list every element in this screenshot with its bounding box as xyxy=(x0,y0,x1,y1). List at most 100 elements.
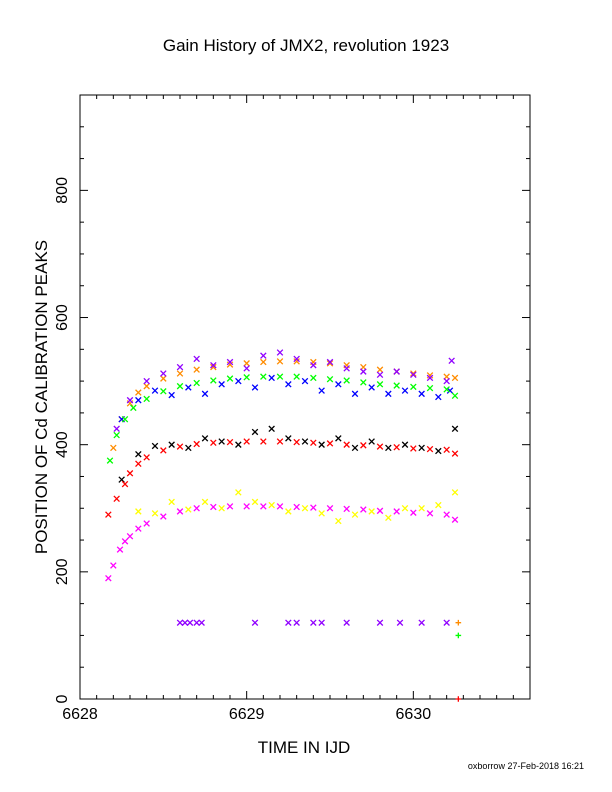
data-point xyxy=(376,366,384,373)
data-point xyxy=(418,390,425,398)
series-group xyxy=(455,632,462,639)
data-point xyxy=(343,505,350,513)
data-point xyxy=(301,438,309,445)
data-point xyxy=(293,438,300,446)
data-point xyxy=(455,696,462,702)
data-point xyxy=(318,441,325,448)
data-point xyxy=(335,435,342,442)
data-point xyxy=(443,377,450,385)
data-point xyxy=(251,428,259,436)
data-point xyxy=(426,384,434,392)
data-point xyxy=(243,374,250,381)
data-point xyxy=(393,382,400,389)
data-point xyxy=(410,383,417,391)
series-group xyxy=(455,619,462,626)
data-point xyxy=(198,619,205,626)
data-point xyxy=(260,438,267,445)
data-point xyxy=(201,435,209,442)
data-point xyxy=(113,495,120,502)
data-point xyxy=(451,450,459,457)
data-point xyxy=(310,374,317,382)
y-tick-label: 0 xyxy=(54,694,71,703)
data-point xyxy=(455,619,462,626)
data-point xyxy=(410,509,417,516)
data-point xyxy=(443,511,450,518)
data-point xyxy=(276,503,284,510)
data-point xyxy=(251,384,259,391)
data-point xyxy=(110,444,117,452)
data-point xyxy=(376,619,384,626)
data-point xyxy=(268,374,275,382)
data-point xyxy=(376,443,384,450)
data-point xyxy=(426,374,434,382)
data-point xyxy=(218,505,225,512)
data-point xyxy=(393,508,400,515)
data-point xyxy=(276,373,284,380)
data-point xyxy=(160,388,167,395)
data-point xyxy=(426,510,434,517)
data-point xyxy=(301,505,309,512)
data-point xyxy=(260,373,267,380)
data-point xyxy=(121,415,129,423)
data-point xyxy=(105,574,112,582)
data-point xyxy=(368,438,375,445)
data-point xyxy=(335,517,342,525)
data-point xyxy=(143,520,150,527)
data-point xyxy=(130,404,137,412)
data-point xyxy=(435,393,442,401)
data-point xyxy=(418,619,425,626)
data-point xyxy=(326,358,334,366)
data-point xyxy=(243,365,250,372)
data-point xyxy=(235,377,242,385)
data-point xyxy=(251,498,259,506)
data-point xyxy=(385,390,392,398)
data-point xyxy=(360,368,367,375)
data-point xyxy=(285,619,292,626)
data-point xyxy=(181,619,189,626)
data-point xyxy=(226,361,234,368)
data-point xyxy=(451,374,459,382)
data-point xyxy=(193,355,200,363)
data-point xyxy=(368,508,375,515)
data-point xyxy=(451,489,459,496)
data-point xyxy=(210,377,217,384)
data-point xyxy=(451,392,459,399)
data-point xyxy=(176,382,184,390)
data-point xyxy=(393,368,400,375)
data-point xyxy=(210,439,217,447)
data-point xyxy=(401,387,409,394)
data-point xyxy=(193,619,200,626)
data-point xyxy=(201,498,209,506)
data-point xyxy=(168,498,175,506)
data-point xyxy=(168,441,175,448)
data-point xyxy=(210,503,217,511)
data-point xyxy=(118,476,125,483)
data-point xyxy=(168,391,175,399)
data-point xyxy=(293,503,300,511)
data-point xyxy=(176,619,184,626)
data-point xyxy=(435,501,442,509)
data-point xyxy=(176,443,184,450)
data-point xyxy=(318,387,325,394)
data-point xyxy=(376,381,384,388)
data-point xyxy=(293,358,300,365)
data-point xyxy=(326,360,334,367)
data-point xyxy=(121,538,129,545)
data-point xyxy=(448,357,455,365)
footer-credit: oxborrow 27-Feb-2018 16:21 xyxy=(467,761,584,771)
data-point xyxy=(285,435,292,442)
data-point xyxy=(151,510,159,517)
data-point xyxy=(135,508,142,515)
data-point xyxy=(426,372,434,379)
data-point xyxy=(126,396,134,404)
y-tick-label: 800 xyxy=(54,177,71,204)
data-point xyxy=(218,438,225,445)
data-point xyxy=(185,444,192,452)
data-point xyxy=(343,377,350,384)
data-point xyxy=(185,384,192,391)
x-tick-label: 6628 xyxy=(62,706,98,723)
series-group xyxy=(105,503,459,582)
data-point xyxy=(143,382,150,390)
data-point xyxy=(106,457,114,464)
